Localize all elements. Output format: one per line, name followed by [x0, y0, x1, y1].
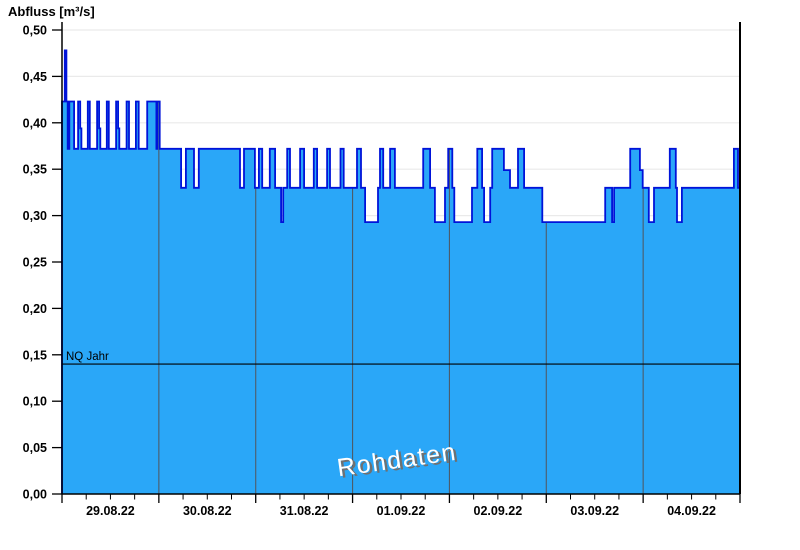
x-date-label: 03.09.22: [570, 504, 619, 518]
y-tick-label: 0,40: [23, 116, 47, 130]
x-date-label: 02.09.22: [474, 504, 523, 518]
y-tick-label: 0,05: [23, 441, 47, 455]
y-tick-label: 0,25: [23, 256, 47, 270]
y-tick-label: 0,45: [23, 70, 47, 84]
x-date-label: 30.08.22: [183, 504, 232, 518]
y-tick-label: 0,35: [23, 163, 47, 177]
nq-jahr-label: NQ Jahr: [66, 351, 109, 363]
chart-title: Abfluss [m³/s]: [8, 4, 95, 19]
y-tick-label: 0,00: [23, 488, 47, 502]
y-tick-label: 0,10: [23, 395, 47, 409]
y-tick-label: 0,20: [23, 302, 47, 316]
x-date-label: 04.09.22: [667, 504, 716, 518]
y-tick-label: 0,30: [23, 209, 47, 223]
series-step-line: [61, 49, 740, 494]
y-tick-label: 0,15: [23, 348, 47, 362]
x-date-label: 29.08.22: [86, 504, 135, 518]
y-tick-label: 0,50: [23, 24, 47, 38]
series-area-fill: [62, 50, 740, 495]
x-date-label: 31.08.22: [280, 504, 329, 518]
x-date-label: 01.09.22: [377, 504, 426, 518]
